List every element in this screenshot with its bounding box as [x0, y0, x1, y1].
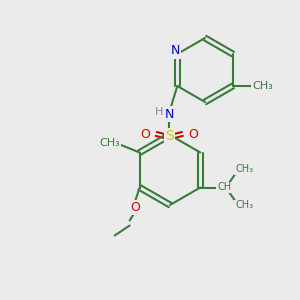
Text: O: O — [188, 128, 198, 140]
Text: CH: CH — [217, 182, 231, 193]
Text: CH₃: CH₃ — [235, 200, 254, 211]
Text: H: H — [155, 107, 164, 117]
Text: N: N — [171, 44, 180, 58]
Text: O: O — [140, 128, 150, 140]
Text: CH₃: CH₃ — [99, 137, 120, 148]
Text: N: N — [165, 107, 174, 121]
Text: CH₃: CH₃ — [252, 81, 273, 91]
Text: S: S — [165, 129, 174, 143]
Text: O: O — [130, 201, 140, 214]
Text: CH₃: CH₃ — [235, 164, 254, 175]
